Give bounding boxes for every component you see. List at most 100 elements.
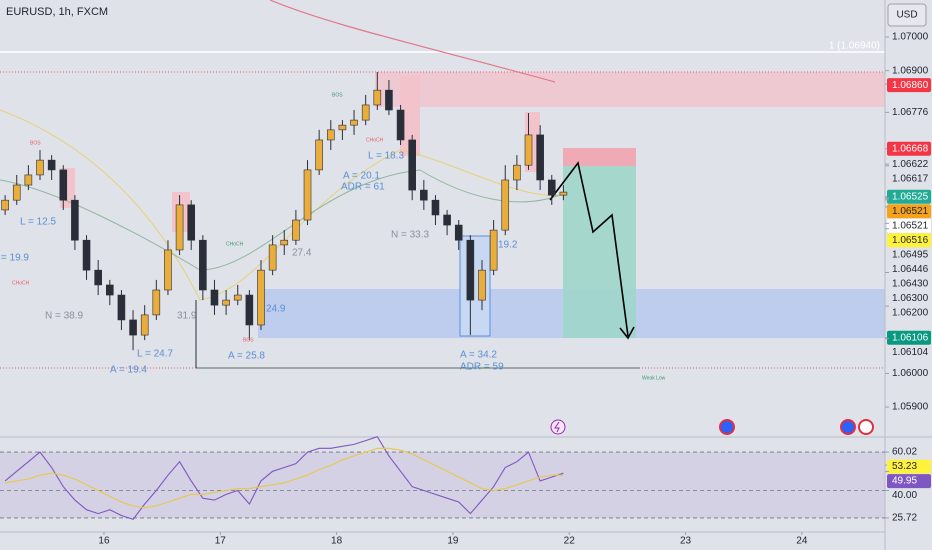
annotation: A = 34.2 [460, 350, 497, 361]
candle-body [36, 159, 44, 176]
candle-body [408, 139, 416, 191]
candle-body [164, 249, 172, 291]
annotation: N = 38.9 [45, 311, 84, 322]
candle-body [466, 239, 475, 301]
annotation: Weak Low [642, 375, 666, 381]
annotation: 24.9 [266, 304, 286, 315]
price-label: 1.06860 [892, 80, 929, 91]
candle-body [94, 269, 102, 286]
event-icon [550, 419, 566, 435]
candle-body [559, 191, 568, 196]
candle-body [268, 244, 277, 271]
x-tick-label: 16 [98, 536, 110, 547]
annotation: 27.4 [292, 248, 312, 259]
candle-body [24, 174, 33, 186]
price-label: 1.06495 [892, 249, 929, 260]
annotation: N = 33.3 [391, 230, 430, 241]
chart-title: EURUSD, 1h, FXCM [6, 6, 108, 18]
annotation: CHoCH [366, 137, 384, 143]
candle-body [315, 139, 323, 171]
annotation: CHoCH [12, 280, 30, 286]
supply-zone [375, 72, 885, 107]
candle-body [338, 124, 347, 131]
annotation: BOS [30, 140, 41, 146]
price-label-bg [887, 204, 931, 219]
price-label: 40.00 [892, 490, 917, 501]
rsi-line [5, 447, 564, 509]
candle-body [129, 319, 137, 336]
annotation: A = 25.8 [228, 351, 265, 362]
candle-body [326, 129, 335, 141]
stop-box [563, 148, 636, 166]
currency-box[interactable] [887, 3, 927, 27]
x-tick-label: 18 [331, 536, 343, 547]
candle-body [257, 269, 265, 326]
candle-body [59, 169, 68, 201]
ma-line [269, 0, 556, 83]
price-label: 1.06516 [892, 235, 929, 246]
annotation: 19.2 [498, 240, 518, 251]
annotation: CHoCH [226, 241, 244, 247]
candle-body [140, 314, 149, 336]
price-label: 1.06300 [892, 293, 929, 304]
rsi-line [4, 436, 564, 520]
candle-body [431, 199, 440, 216]
candle-body [233, 294, 242, 301]
price-label-bg [887, 141, 931, 156]
annotation: L = 12.5 [20, 217, 56, 228]
price-label: 1.06430 [892, 278, 929, 289]
candle-body [373, 89, 382, 106]
event-icon [858, 419, 874, 435]
candle-body [199, 239, 207, 291]
annotation: BOS [332, 92, 343, 98]
annotation: A = 19.9 [0, 253, 29, 264]
annotation: L = 18.3 [368, 151, 404, 162]
price-label-bg [887, 474, 931, 489]
price-label: 1.06000 [892, 368, 929, 379]
candle-body [12, 184, 21, 201]
arrow-head [619, 326, 635, 340]
candle-body [117, 294, 126, 321]
zone [400, 76, 420, 156]
price-label-bg [887, 459, 931, 474]
candle-body [245, 294, 254, 326]
candle-body [152, 289, 161, 316]
annotation: ADR = 61 [341, 182, 385, 193]
annotation: A = 19.4 [110, 365, 147, 376]
candle-body [350, 119, 358, 126]
candle-body [280, 239, 289, 246]
price-label: 1.06900 [892, 65, 929, 76]
currency: USD [896, 10, 917, 21]
price-label: 1.07000 [892, 32, 929, 43]
candle-body [71, 199, 79, 241]
candle-body [47, 159, 56, 171]
price-label: 1.06525 [892, 191, 929, 202]
candle-body [454, 224, 463, 241]
candle-body [187, 204, 196, 241]
price-label-bg [887, 330, 931, 345]
candle-body [420, 189, 428, 201]
candle-body [385, 89, 393, 111]
price-label: 53.23 [892, 461, 917, 472]
price-label: 25.72 [892, 513, 917, 524]
candles [1, 71, 568, 351]
price-label: 1.06106 [892, 332, 929, 343]
price-label: 1.06617 [892, 173, 929, 184]
price-label-bg [887, 189, 931, 204]
price-label-bg [887, 78, 931, 93]
candle-body [396, 109, 405, 141]
price-label: 1.06104 [892, 347, 929, 358]
ma-line [0, 169, 561, 271]
annotation: BOS [243, 337, 254, 343]
candle-body [361, 104, 370, 121]
candle-body [175, 204, 184, 251]
candle-body [536, 134, 544, 181]
candle-body [210, 289, 219, 306]
price-label: 49.95 [892, 476, 917, 487]
price-label: 1.06521 [892, 206, 929, 217]
price-label-bg [887, 233, 931, 248]
candle-body [524, 134, 533, 166]
price-label: 1.06200 [892, 307, 929, 318]
x-tick-label: 19 [447, 536, 459, 547]
